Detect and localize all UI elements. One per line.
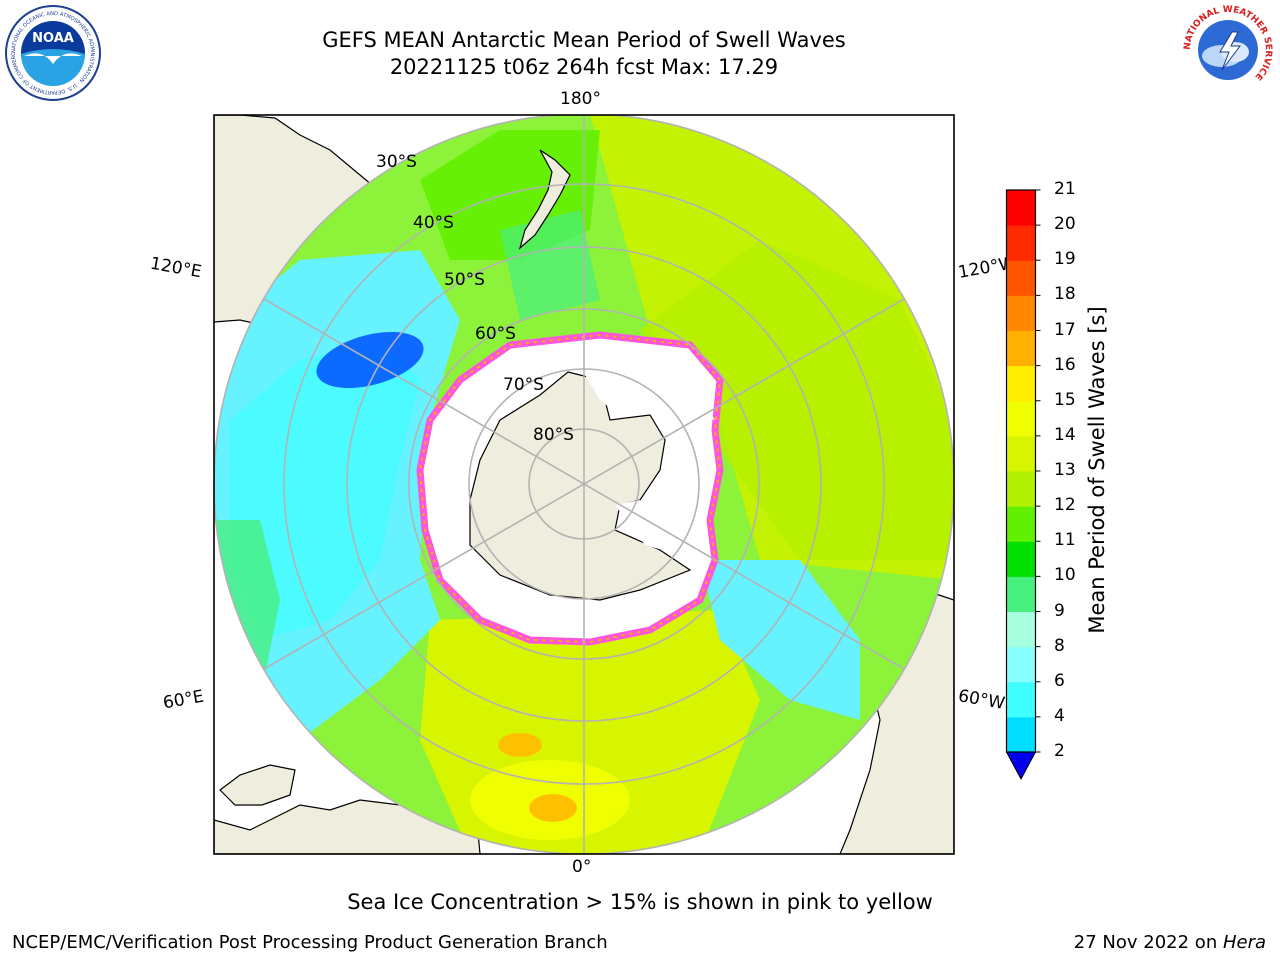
colorbar-segment	[1006, 681, 1036, 718]
new-zealand-land	[518, 149, 571, 250]
colorbar-tick-label: 2	[1054, 741, 1065, 761]
sea-ice-footnote: Sea Ice Concentration > 15% is shown in …	[347, 890, 933, 914]
colorbar-segment	[1006, 400, 1036, 437]
colorbar-tick-label: 13	[1054, 460, 1076, 480]
noaa-logo: NATIONAL OCEANIC AND ATMOSPHERIC ADMINIS…	[4, 4, 102, 102]
colorbar-tick-label: 4	[1054, 705, 1065, 726]
colorbar-segment	[1006, 330, 1036, 367]
colorbar-segment	[1006, 541, 1036, 577]
map-frame	[213, 114, 955, 855]
colorbar-tick-label: 18	[1054, 284, 1076, 305]
colorbar-segment	[1006, 435, 1036, 472]
colorbar-tick-label: 15	[1054, 389, 1076, 410]
colorbar-segment	[1006, 506, 1036, 542]
noaa-logo-text: NOAA	[32, 31, 74, 46]
credit-machine: Hera	[1222, 932, 1266, 953]
colorbar-segment	[1006, 471, 1036, 507]
colorbar-label: Mean Period of Swell Waves [s]	[1085, 306, 1109, 634]
colorbar-extend-triangle	[1005, 751, 1037, 781]
map-title: GEFS MEAN Antarctic Mean Period of Swell…	[322, 28, 846, 52]
colorbar-segment	[1006, 611, 1036, 648]
colorbar-segment	[1006, 646, 1036, 683]
colorbar-tick-label: 10	[1054, 565, 1076, 586]
colorbar-tick-label: 14	[1054, 424, 1076, 445]
lat-label-70s: 70°S	[503, 375, 544, 395]
colorbar-segment	[1006, 365, 1036, 402]
colorbar-segment	[1006, 576, 1036, 612]
nws-logo: NATIONAL WEATHER SERVICE	[1180, 2, 1276, 98]
colorbar-tick-label: 9	[1054, 600, 1065, 621]
ross-ice-shelf	[585, 372, 715, 420]
lat-label-30s: 30°S	[376, 152, 417, 172]
colorbar-tick-label: 17	[1054, 319, 1076, 340]
colorbar-tick-label: 8	[1054, 635, 1065, 656]
colorbar-segment	[1006, 190, 1036, 226]
map-subtitle: 20221125 t06z 264h fcst Max: 17.29	[389, 55, 779, 79]
lat-label-50s: 50°S	[444, 270, 485, 290]
credit-date: 27 Nov 2022 on Hera	[1074, 932, 1266, 953]
lat-label-60s: 60°S	[475, 324, 516, 344]
lon-label-0: 0°	[572, 857, 592, 877]
colorbar-tick-label: 19	[1054, 249, 1076, 270]
lat-label-80s: 80°S	[533, 425, 574, 445]
colorbar-segment	[1006, 295, 1036, 331]
credit-date-text: 27 Nov 2022 on	[1073, 932, 1223, 953]
colorbar-tick-label: 6	[1054, 670, 1065, 691]
madagascar-land	[219, 764, 296, 806]
colorbar-segment	[1006, 716, 1036, 753]
colorbar-tick-label: 12	[1054, 495, 1076, 516]
colorbar-tick-label: 11	[1054, 530, 1076, 551]
colorbar-segment	[1006, 225, 1036, 261]
graticule	[214, 115, 954, 854]
colorbar	[1005, 189, 1041, 781]
colorbar-tick-label: 20	[1054, 214, 1076, 235]
colorbar-tick-label: 16	[1054, 354, 1076, 375]
credit-branch: NCEP/EMC/Verification Post Processing Pr…	[12, 932, 608, 953]
colorbar-tick-label: 21	[1054, 179, 1076, 199]
colorbar-segment	[1006, 260, 1036, 296]
lat-label-40s: 40°S	[413, 213, 454, 233]
lon-label-180: 180°	[560, 89, 601, 109]
